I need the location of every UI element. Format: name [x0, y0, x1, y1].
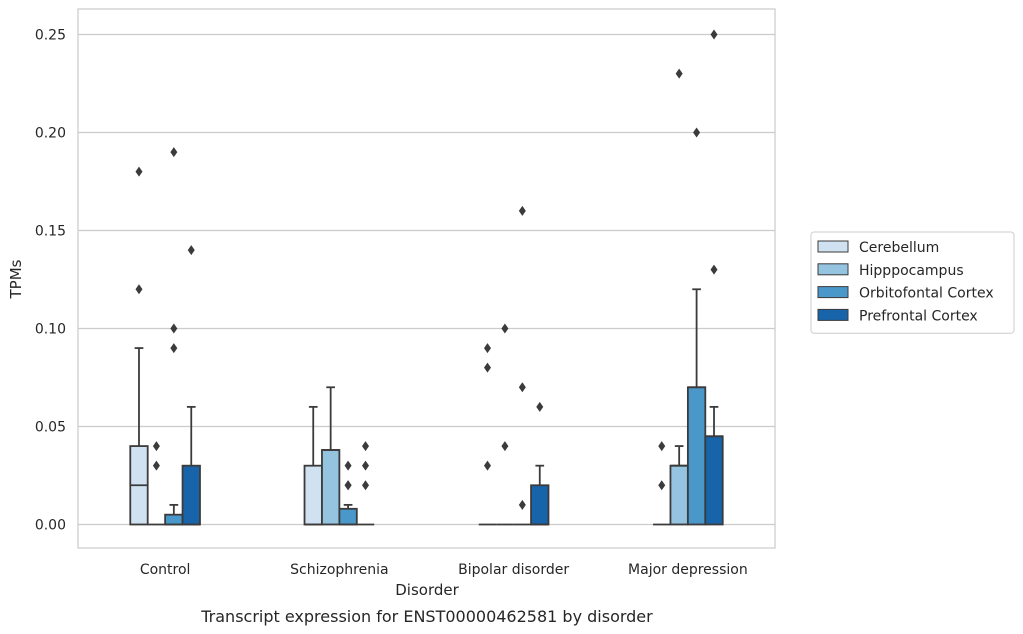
outlier-point	[658, 441, 666, 452]
outlier-point	[536, 401, 544, 412]
box-3-3	[704, 29, 724, 526]
box-0-0	[129, 166, 149, 526]
box-body	[669, 464, 689, 526]
outlier-point	[170, 343, 178, 354]
legend: Cerebellum Hipppocampus Orbitofontal Corte…	[810, 231, 1015, 334]
box-body	[338, 507, 358, 526]
box-2-2	[513, 205, 532, 526]
box-body	[530, 484, 550, 526]
outlier-point	[501, 323, 509, 334]
outlier-point	[483, 460, 491, 471]
box-0-3	[653, 441, 671, 526]
box-body	[686, 386, 707, 526]
outlier-point	[518, 205, 526, 216]
legend-frame	[810, 231, 1015, 334]
plot-frame	[77, 8, 776, 549]
legend-swatch	[817, 263, 849, 276]
x-tick-label: Schizophrenia	[290, 562, 388, 578]
x-tick-label: Control	[140, 562, 191, 578]
outlier-point	[135, 284, 143, 295]
outlier-point	[344, 480, 352, 491]
y-tick-label: 0.20	[35, 125, 66, 141]
outlier-point	[501, 441, 509, 452]
outlier-point	[152, 441, 160, 452]
x-tick-label: Bipolar disorder	[458, 562, 569, 578]
legend-swatch	[817, 308, 849, 321]
box-1-2	[496, 323, 514, 526]
y-tick-labels: 0.00 0.05 0.10 0.15 0.20 0.25	[35, 27, 66, 533]
outlier-point	[693, 127, 701, 138]
outlier-point	[658, 480, 666, 491]
outlier-point	[362, 441, 370, 452]
box-3-1	[356, 441, 375, 526]
outlier-point	[483, 343, 491, 354]
box-1-1	[321, 386, 341, 526]
box-body	[303, 464, 323, 526]
box-3-0	[181, 245, 201, 526]
y-axis-label: TPMs	[7, 259, 25, 299]
box-2-3	[686, 127, 707, 526]
box-2-1	[338, 460, 358, 526]
outlier-point	[152, 460, 160, 471]
outlier-point	[710, 29, 718, 40]
y-tick-label: 0.05	[35, 419, 66, 435]
legend-swatch	[817, 240, 849, 253]
box-0-1	[303, 405, 323, 526]
x-tick-labels: Control Schizophrenia Bipolar disorder Majo…	[140, 562, 748, 578]
box-body	[321, 449, 341, 526]
legend-label: Cerebellum	[859, 240, 939, 256]
outlier-point	[170, 323, 178, 334]
outlier-point	[518, 382, 526, 393]
y-tick-label: 0.25	[35, 27, 66, 43]
outlier-point	[710, 264, 718, 275]
box-body	[181, 464, 201, 526]
outlier-point	[187, 245, 195, 256]
outlier-point	[344, 460, 352, 471]
outlier-point	[675, 68, 683, 79]
legend-label: Orbitofontal Cortex	[859, 286, 994, 302]
outlier-point	[362, 460, 370, 471]
boxes	[129, 29, 724, 526]
outlier-point	[518, 499, 526, 510]
x-axis-label: Disorder	[395, 581, 459, 599]
y-tick-label: 0.15	[35, 223, 66, 239]
box-body	[704, 435, 724, 526]
box-3-2	[530, 401, 550, 526]
box-body	[164, 513, 184, 526]
y-tick-label: 0.00	[35, 517, 66, 533]
box-0-2	[478, 343, 497, 526]
outlier-point	[362, 480, 370, 491]
outlier-point	[483, 362, 491, 373]
y-tick-label: 0.10	[35, 321, 66, 337]
x-tick-label: Major depression	[628, 562, 748, 578]
legend-label: Hipppocampus	[859, 263, 964, 279]
outlier-point	[135, 166, 143, 177]
chart-caption: Transcript expression for ENST0000046258…	[200, 607, 653, 626]
box-1-0	[147, 441, 166, 526]
legend-swatch	[817, 286, 849, 299]
legend-label: Prefrontal Cortex	[859, 308, 978, 324]
outlier-point	[170, 147, 178, 158]
plot-background	[78, 9, 775, 548]
